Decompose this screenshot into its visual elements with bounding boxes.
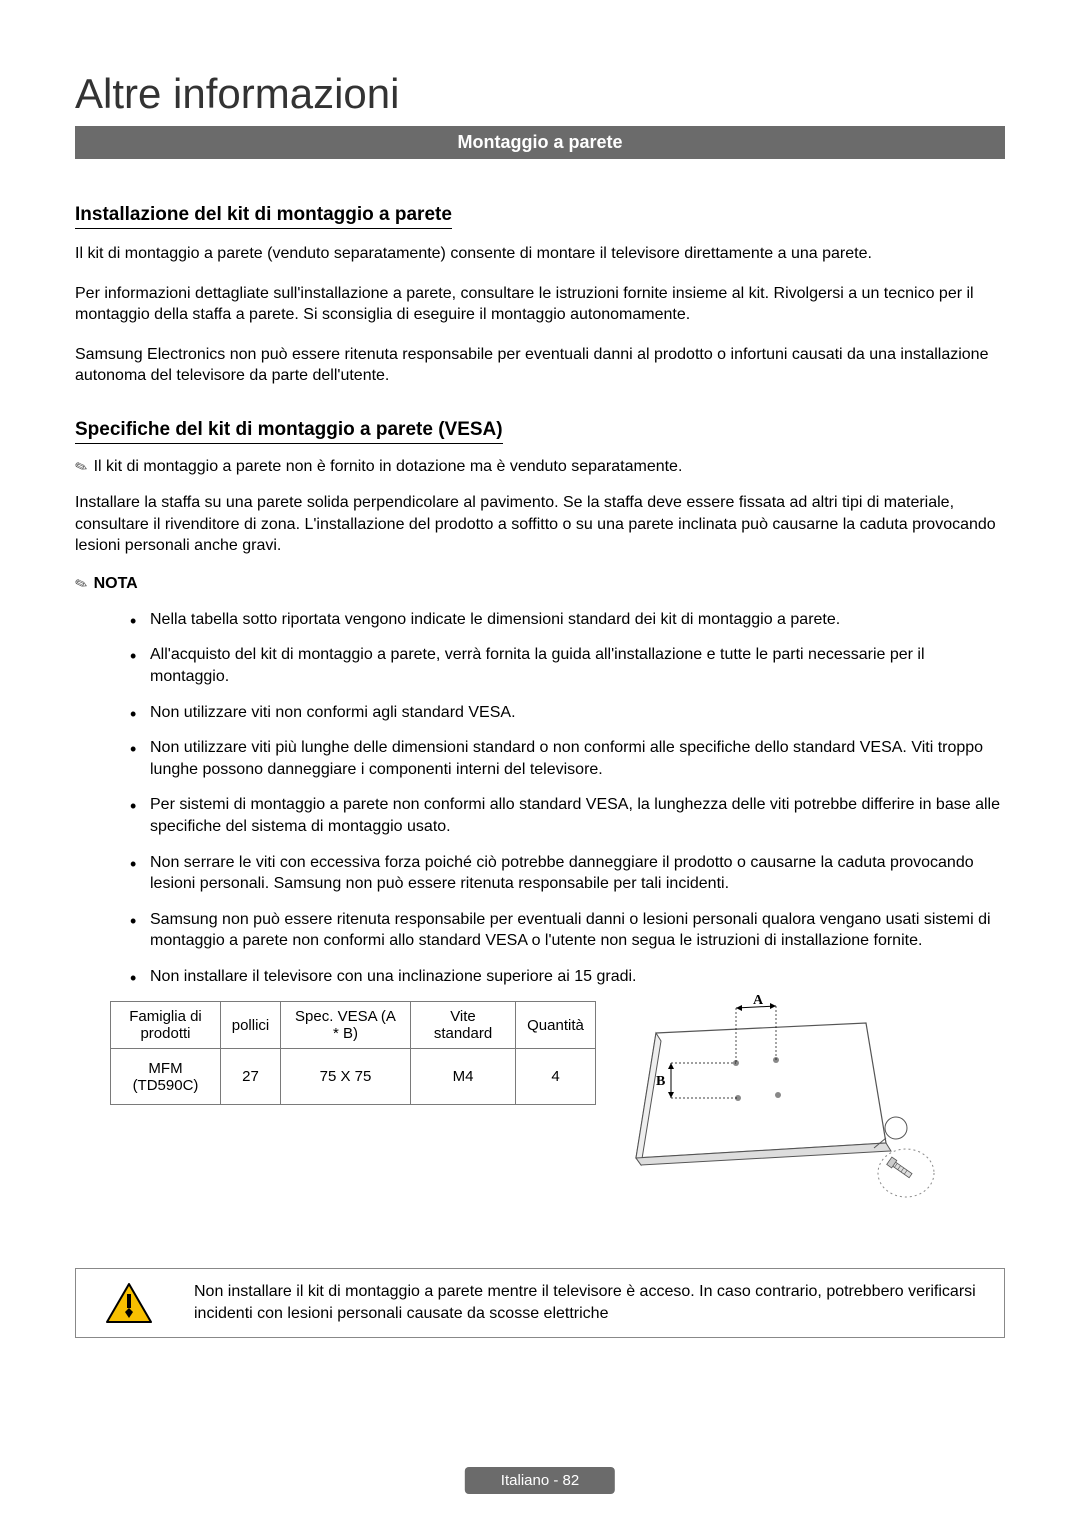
callout-circle-icon — [885, 1117, 907, 1139]
subtitle-install: Installazione del kit di montaggio a par… — [75, 204, 452, 229]
page-footer: Italiano - 82 — [465, 1467, 615, 1494]
list-item: Samsung non può essere ritenuta responsa… — [130, 909, 1005, 952]
paragraph: Il kit di montaggio a parete (venduto se… — [75, 243, 1005, 265]
pencil-icon: ✎ — [72, 456, 90, 477]
list-item: Non utilizzare viti più lunghe delle dim… — [130, 737, 1005, 780]
vesa-hole-icon — [775, 1092, 781, 1098]
page-title: Altre informazioni — [75, 70, 1005, 118]
list-item: Non utilizzare viti non conformi agli st… — [130, 702, 1005, 724]
label-b: B — [656, 1074, 665, 1089]
warning-text: Non installare il kit di montaggio a par… — [194, 1281, 986, 1324]
warning-box: Non installare il kit di montaggio a par… — [75, 1268, 1005, 1337]
label-a: A — [753, 993, 764, 1008]
list-item: Non installare il televisore con una inc… — [130, 966, 1005, 988]
vesa-spec-table: Famiglia di prodotti pollici Spec. VESA … — [110, 1001, 596, 1105]
section-heading-band: Montaggio a parete — [75, 126, 1005, 159]
nota-label: NOTA — [94, 575, 138, 593]
table-cell: MFM (TD590C) — [111, 1049, 221, 1105]
warning-icon — [94, 1282, 164, 1324]
table-cell: 27 — [221, 1049, 281, 1105]
table-header: Spec. VESA (A * B) — [281, 1002, 411, 1049]
list-item: Nella tabella sotto riportata vengono in… — [130, 609, 1005, 631]
tv-back-shape — [636, 1023, 886, 1158]
paragraph: Per informazioni dettagliate sull'instal… — [75, 283, 1005, 326]
screw-icon — [887, 1158, 913, 1180]
note-text: Il kit di montaggio a parete non è forni… — [94, 458, 683, 476]
table-header: pollici — [221, 1002, 281, 1049]
pencil-icon: ✎ — [72, 573, 90, 594]
table-header: Famiglia di prodotti — [111, 1002, 221, 1049]
paragraph: Installare la staffa su una parete solid… — [75, 492, 1005, 557]
table-header: Vite standard — [411, 1002, 516, 1049]
table-cell: 75 X 75 — [281, 1049, 411, 1105]
note-line: ✎ Il kit di montaggio a parete non è for… — [75, 458, 1005, 476]
notes-list: Nella tabella sotto riportata vengono in… — [75, 609, 1005, 988]
table-row: MFM (TD590C) 27 75 X 75 M4 4 — [111, 1049, 596, 1105]
list-item: Non serrare le viti con eccessiva forza … — [130, 852, 1005, 895]
arrow-icon — [770, 1003, 776, 1009]
table-cell: 4 — [516, 1049, 596, 1105]
paragraph: Samsung Electronics non può essere riten… — [75, 344, 1005, 387]
subtitle-vesa: Specifiche del kit di montaggio a parete… — [75, 419, 503, 444]
vesa-diagram: A B — [616, 993, 1005, 1208]
arrow-icon — [736, 1005, 742, 1011]
nota-heading: ✎ NOTA — [75, 575, 1005, 593]
list-item: Per sistemi di montaggio a parete non co… — [130, 794, 1005, 837]
tv-mount-diagram-svg: A B — [616, 993, 936, 1203]
table-cell: M4 — [411, 1049, 516, 1105]
list-item: All'acquisto del kit di montaggio a pare… — [130, 644, 1005, 687]
table-header: Quantità — [516, 1002, 596, 1049]
